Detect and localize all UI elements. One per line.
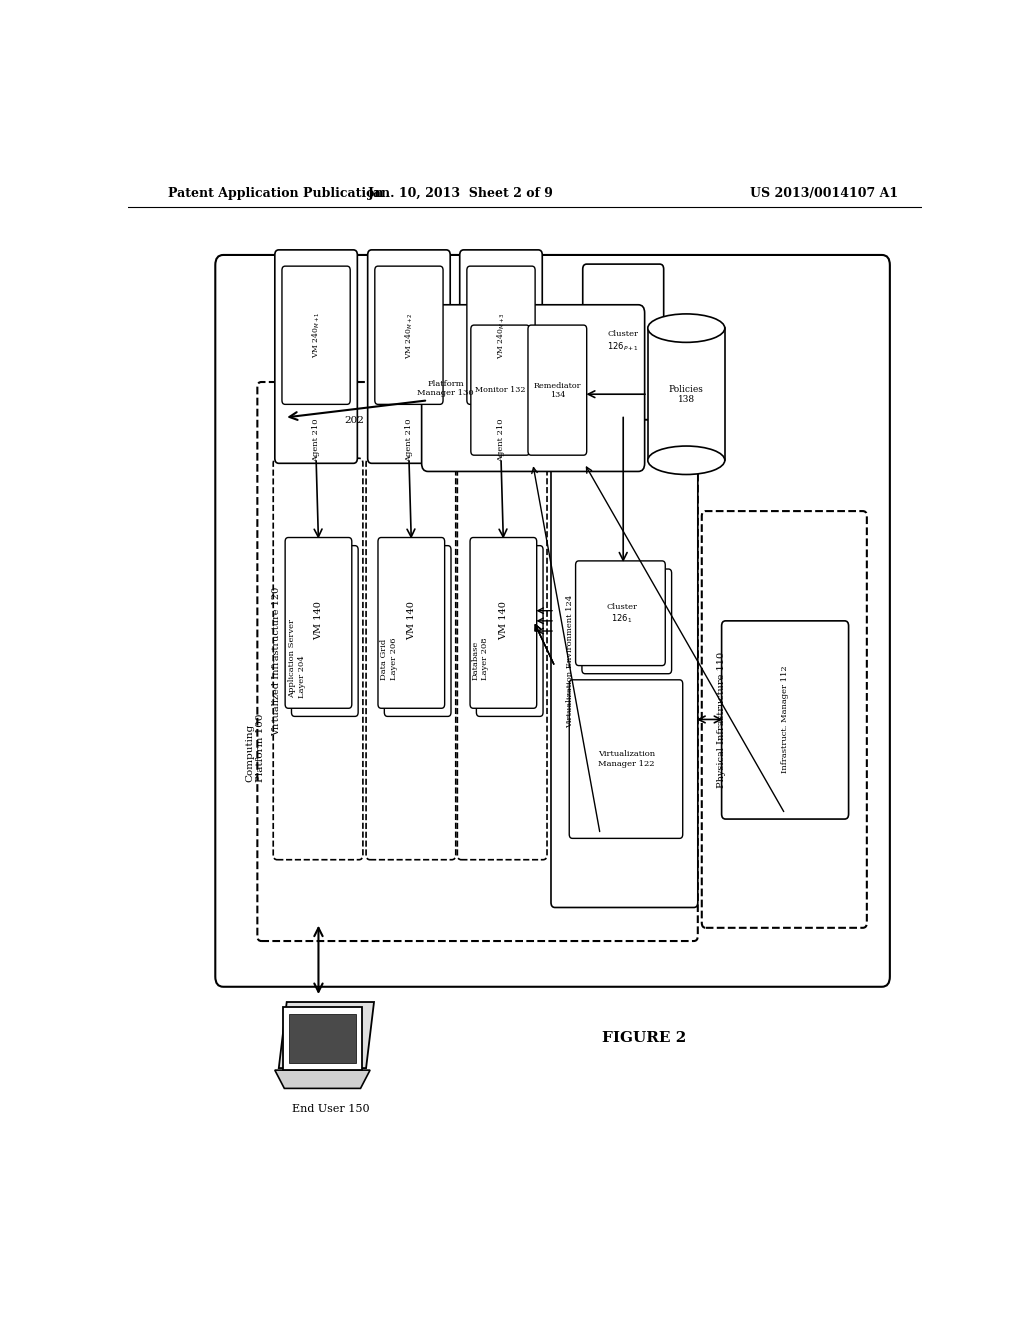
Text: 202: 202 [344,416,365,425]
FancyBboxPatch shape [470,537,537,709]
FancyBboxPatch shape [375,267,443,404]
Text: Cluster
$126_1$: Cluster $126_1$ [606,603,637,624]
Text: VM 140: VM 140 [499,602,508,640]
Text: Infrastruct. Manager 112: Infrastruct. Manager 112 [781,665,790,774]
FancyBboxPatch shape [569,680,683,838]
FancyBboxPatch shape [215,255,890,987]
FancyBboxPatch shape [384,545,451,717]
FancyBboxPatch shape [471,325,529,455]
Text: Virtualization Environment 124: Virtualization Environment 124 [566,595,574,729]
FancyBboxPatch shape [282,267,350,404]
Text: Jan. 10, 2013  Sheet 2 of 9: Jan. 10, 2013 Sheet 2 of 9 [369,187,554,201]
Text: Computing
Platform 100: Computing Platform 100 [246,714,265,783]
Ellipse shape [648,446,725,474]
Text: Data Grid
Layer 206: Data Grid Layer 206 [380,638,397,680]
Text: VM 140: VM 140 [314,602,323,640]
FancyBboxPatch shape [273,458,362,859]
Text: Virtualized Infrastructure 120: Virtualized Infrastructure 120 [272,587,282,737]
FancyBboxPatch shape [467,267,536,404]
FancyBboxPatch shape [551,420,697,907]
FancyBboxPatch shape [458,458,547,859]
FancyBboxPatch shape [583,264,664,420]
FancyBboxPatch shape [368,249,451,463]
Text: Monitor 132: Monitor 132 [475,387,525,395]
Ellipse shape [648,314,725,342]
Text: Cluster
$126_{P+1}$: Cluster $126_{P+1}$ [607,330,639,352]
Text: Application Server
Layer 204: Application Server Layer 204 [289,619,305,698]
Text: Agent 210: Agent 210 [404,418,413,462]
Text: US 2013/0014107 A1: US 2013/0014107 A1 [750,187,898,201]
FancyBboxPatch shape [582,569,672,673]
Polygon shape [279,1002,374,1068]
FancyBboxPatch shape [476,545,543,717]
FancyBboxPatch shape [422,305,645,471]
Text: Remediator
134: Remediator 134 [534,381,581,399]
FancyBboxPatch shape [257,381,697,941]
Text: Platform
Manager 130: Platform Manager 130 [417,380,474,397]
Text: FIGURE 2: FIGURE 2 [602,1031,686,1044]
Text: Agent 210: Agent 210 [497,418,505,462]
FancyBboxPatch shape [648,329,725,461]
FancyBboxPatch shape [378,537,444,709]
FancyBboxPatch shape [575,561,666,665]
Text: Database
Layer 208: Database Layer 208 [472,638,488,680]
Text: VM 240$_{M+1}$: VM 240$_{M+1}$ [310,312,322,359]
FancyBboxPatch shape [285,537,352,709]
FancyBboxPatch shape [274,249,357,463]
FancyBboxPatch shape [367,458,456,859]
FancyBboxPatch shape [722,620,849,818]
Polygon shape [283,1007,362,1071]
Text: Physical Infrastructure 110: Physical Infrastructure 110 [717,651,726,788]
Text: Agent 210: Agent 210 [312,418,321,462]
Text: VM 240$_{M+3}$: VM 240$_{M+3}$ [496,312,507,359]
FancyBboxPatch shape [460,249,543,463]
Text: Policies
138: Policies 138 [669,384,703,404]
FancyBboxPatch shape [701,511,867,928]
Text: VM 140: VM 140 [407,602,416,640]
Text: End User 150: End User 150 [292,1104,370,1114]
Polygon shape [274,1071,370,1089]
FancyBboxPatch shape [528,325,587,455]
Text: VM 240$_{M+2}$: VM 240$_{M+2}$ [403,312,415,359]
FancyBboxPatch shape [292,545,358,717]
Text: Patent Application Publication: Patent Application Publication [168,187,383,201]
Polygon shape [289,1014,355,1063]
Text: Virtualization
Manager 122: Virtualization Manager 122 [598,751,655,768]
